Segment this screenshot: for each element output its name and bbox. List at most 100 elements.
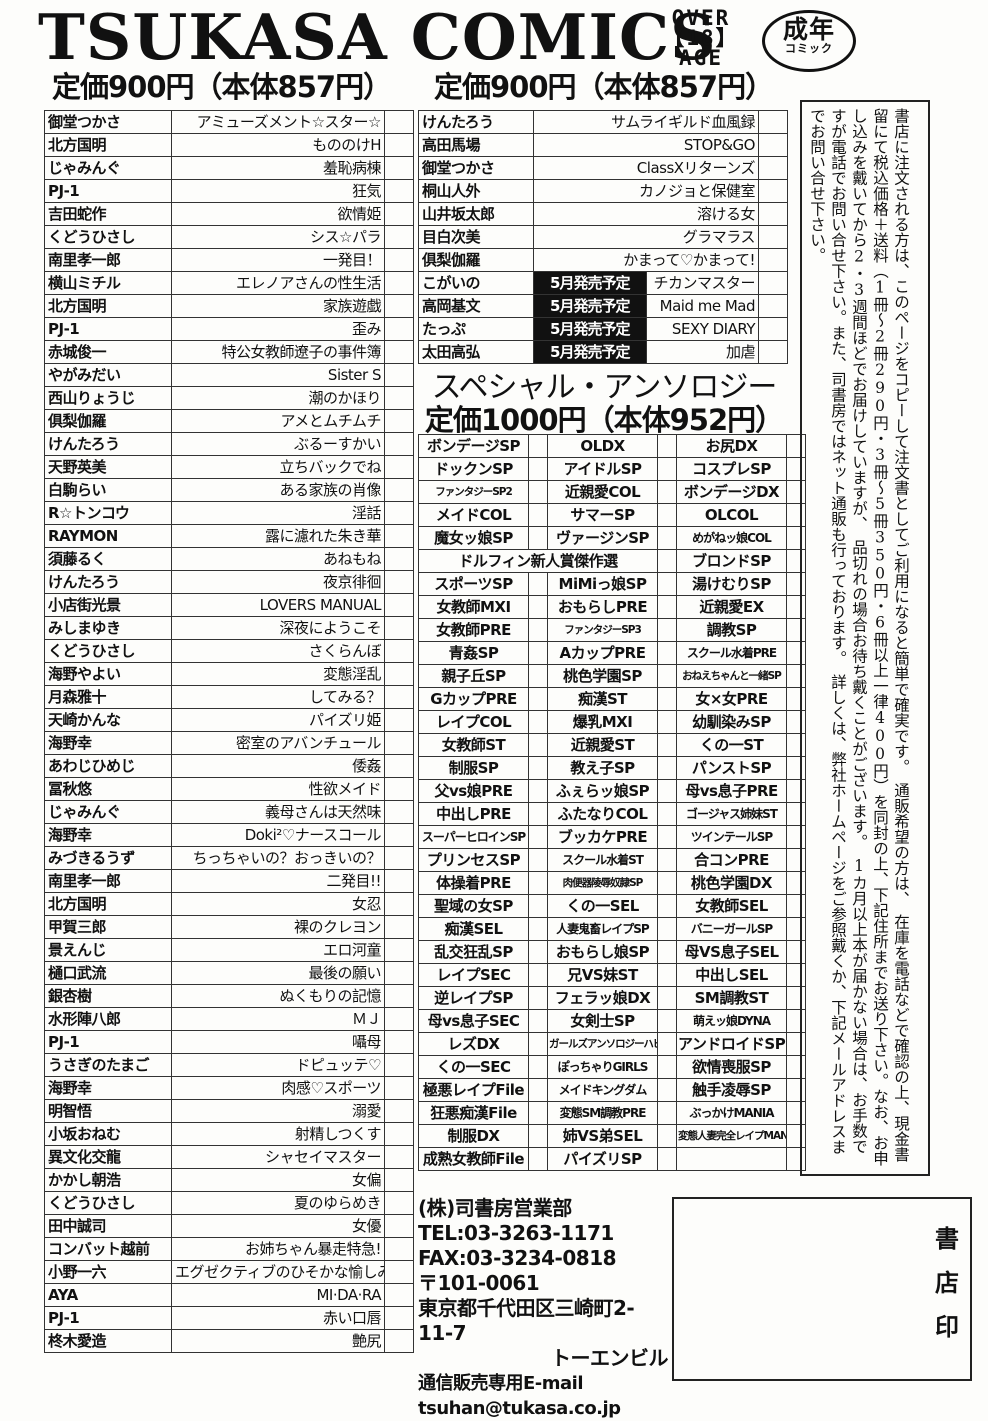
order-checkbox-cell[interactable] bbox=[657, 1078, 677, 1102]
order-checkbox-cell[interactable] bbox=[528, 434, 548, 458]
order-checkbox-cell[interactable] bbox=[384, 547, 414, 571]
order-checkbox-cell[interactable] bbox=[657, 1032, 677, 1056]
order-checkbox-cell[interactable] bbox=[384, 478, 414, 502]
order-checkbox-cell[interactable] bbox=[758, 202, 788, 226]
order-checkbox-cell[interactable] bbox=[384, 501, 414, 525]
order-checkbox-cell[interactable] bbox=[528, 802, 548, 826]
order-checkbox-cell[interactable] bbox=[657, 641, 677, 665]
order-checkbox-cell[interactable] bbox=[384, 1076, 414, 1100]
order-checkbox-cell[interactable] bbox=[384, 1329, 414, 1353]
order-checkbox-cell[interactable] bbox=[384, 1168, 414, 1192]
order-checkbox-cell[interactable] bbox=[528, 1101, 548, 1125]
order-checkbox-cell[interactable] bbox=[528, 1055, 548, 1079]
order-checkbox-cell[interactable] bbox=[657, 825, 677, 849]
order-checkbox-cell[interactable] bbox=[384, 524, 414, 548]
order-checkbox-cell[interactable] bbox=[657, 526, 677, 550]
order-checkbox-cell[interactable] bbox=[528, 526, 548, 550]
order-checkbox-cell[interactable] bbox=[384, 1007, 414, 1031]
order-checkbox-cell[interactable] bbox=[528, 1078, 548, 1102]
order-checkbox-cell[interactable] bbox=[657, 618, 677, 642]
order-checkbox-cell[interactable] bbox=[384, 179, 414, 203]
order-checkbox-cell[interactable] bbox=[657, 1055, 677, 1079]
order-checkbox-cell[interactable] bbox=[384, 662, 414, 686]
order-checkbox-cell[interactable] bbox=[384, 708, 414, 732]
order-checkbox-cell[interactable] bbox=[657, 1101, 677, 1125]
order-checkbox-cell[interactable] bbox=[384, 1214, 414, 1238]
order-checkbox-cell[interactable] bbox=[758, 110, 788, 134]
order-checkbox-cell[interactable] bbox=[657, 917, 677, 941]
order-checkbox-cell[interactable] bbox=[657, 802, 677, 826]
order-checkbox-cell[interactable] bbox=[384, 593, 414, 617]
order-checkbox-cell[interactable] bbox=[384, 846, 414, 870]
order-checkbox-cell[interactable] bbox=[657, 687, 677, 711]
order-checkbox-cell[interactable] bbox=[758, 340, 788, 364]
order-checkbox-cell[interactable] bbox=[384, 225, 414, 249]
order-checkbox-cell[interactable] bbox=[384, 133, 414, 157]
order-checkbox-cell[interactable] bbox=[528, 825, 548, 849]
order-checkbox-cell[interactable] bbox=[657, 595, 677, 619]
order-checkbox-cell[interactable] bbox=[758, 271, 788, 295]
order-checkbox-cell[interactable] bbox=[528, 986, 548, 1010]
order-checkbox-cell[interactable] bbox=[384, 1099, 414, 1123]
order-checkbox-cell[interactable] bbox=[528, 894, 548, 918]
order-checkbox-cell[interactable] bbox=[528, 595, 548, 619]
order-checkbox-cell[interactable] bbox=[657, 963, 677, 987]
order-checkbox-cell[interactable] bbox=[384, 1145, 414, 1169]
order-checkbox-cell[interactable] bbox=[528, 871, 548, 895]
order-checkbox-cell[interactable] bbox=[384, 639, 414, 663]
order-checkbox-cell[interactable] bbox=[528, 687, 548, 711]
order-checkbox-cell[interactable] bbox=[657, 549, 677, 573]
order-checkbox-cell[interactable] bbox=[384, 731, 414, 755]
order-checkbox-cell[interactable] bbox=[528, 963, 548, 987]
order-checkbox-cell[interactable] bbox=[657, 986, 677, 1010]
order-checkbox-cell[interactable] bbox=[384, 1306, 414, 1330]
order-checkbox-cell[interactable] bbox=[384, 685, 414, 709]
order-checkbox-cell[interactable] bbox=[384, 1053, 414, 1077]
order-checkbox-cell[interactable] bbox=[528, 664, 548, 688]
order-checkbox-cell[interactable] bbox=[758, 225, 788, 249]
order-checkbox-cell[interactable] bbox=[657, 503, 677, 527]
order-checkbox-cell[interactable] bbox=[384, 777, 414, 801]
order-checkbox-cell[interactable] bbox=[384, 616, 414, 640]
order-checkbox-cell[interactable] bbox=[384, 432, 414, 456]
order-checkbox-cell[interactable] bbox=[657, 871, 677, 895]
order-checkbox-cell[interactable] bbox=[657, 940, 677, 964]
order-checkbox-cell[interactable] bbox=[528, 480, 548, 504]
order-checkbox-cell[interactable] bbox=[657, 572, 677, 596]
order-checkbox-cell[interactable] bbox=[384, 1283, 414, 1307]
order-checkbox-cell[interactable] bbox=[384, 800, 414, 824]
order-checkbox-cell[interactable] bbox=[528, 641, 548, 665]
order-checkbox-cell[interactable] bbox=[528, 1124, 548, 1148]
order-checkbox-cell[interactable] bbox=[657, 848, 677, 872]
order-checkbox-cell[interactable] bbox=[384, 1030, 414, 1054]
order-checkbox-cell[interactable] bbox=[384, 110, 414, 134]
order-checkbox-cell[interactable] bbox=[384, 823, 414, 847]
order-checkbox-cell[interactable] bbox=[657, 894, 677, 918]
order-checkbox-cell[interactable] bbox=[528, 1009, 548, 1033]
order-checkbox-cell[interactable] bbox=[758, 248, 788, 272]
order-checkbox-cell[interactable] bbox=[657, 710, 677, 734]
order-checkbox-cell[interactable] bbox=[657, 664, 677, 688]
order-checkbox-cell[interactable] bbox=[384, 1237, 414, 1261]
order-checkbox-cell[interactable] bbox=[384, 961, 414, 985]
order-checkbox-cell[interactable] bbox=[384, 1260, 414, 1284]
order-checkbox-cell[interactable] bbox=[758, 179, 788, 203]
order-checkbox-cell[interactable] bbox=[384, 156, 414, 180]
order-checkbox-cell[interactable] bbox=[384, 754, 414, 778]
order-checkbox-cell[interactable] bbox=[657, 1147, 677, 1171]
order-checkbox-cell[interactable] bbox=[528, 618, 548, 642]
order-checkbox-cell[interactable] bbox=[384, 892, 414, 916]
order-checkbox-cell[interactable] bbox=[657, 480, 677, 504]
order-checkbox-cell[interactable] bbox=[657, 756, 677, 780]
order-checkbox-cell[interactable] bbox=[528, 940, 548, 964]
order-checkbox-cell[interactable] bbox=[384, 317, 414, 341]
order-checkbox-cell[interactable] bbox=[384, 409, 414, 433]
order-checkbox-cell[interactable] bbox=[528, 733, 548, 757]
order-checkbox-cell[interactable] bbox=[528, 756, 548, 780]
order-checkbox-cell[interactable] bbox=[384, 340, 414, 364]
order-checkbox-cell[interactable] bbox=[384, 248, 414, 272]
order-checkbox-cell[interactable] bbox=[657, 1009, 677, 1033]
order-checkbox-cell[interactable] bbox=[528, 503, 548, 527]
order-checkbox-cell[interactable] bbox=[384, 938, 414, 962]
order-checkbox-cell[interactable] bbox=[384, 363, 414, 387]
